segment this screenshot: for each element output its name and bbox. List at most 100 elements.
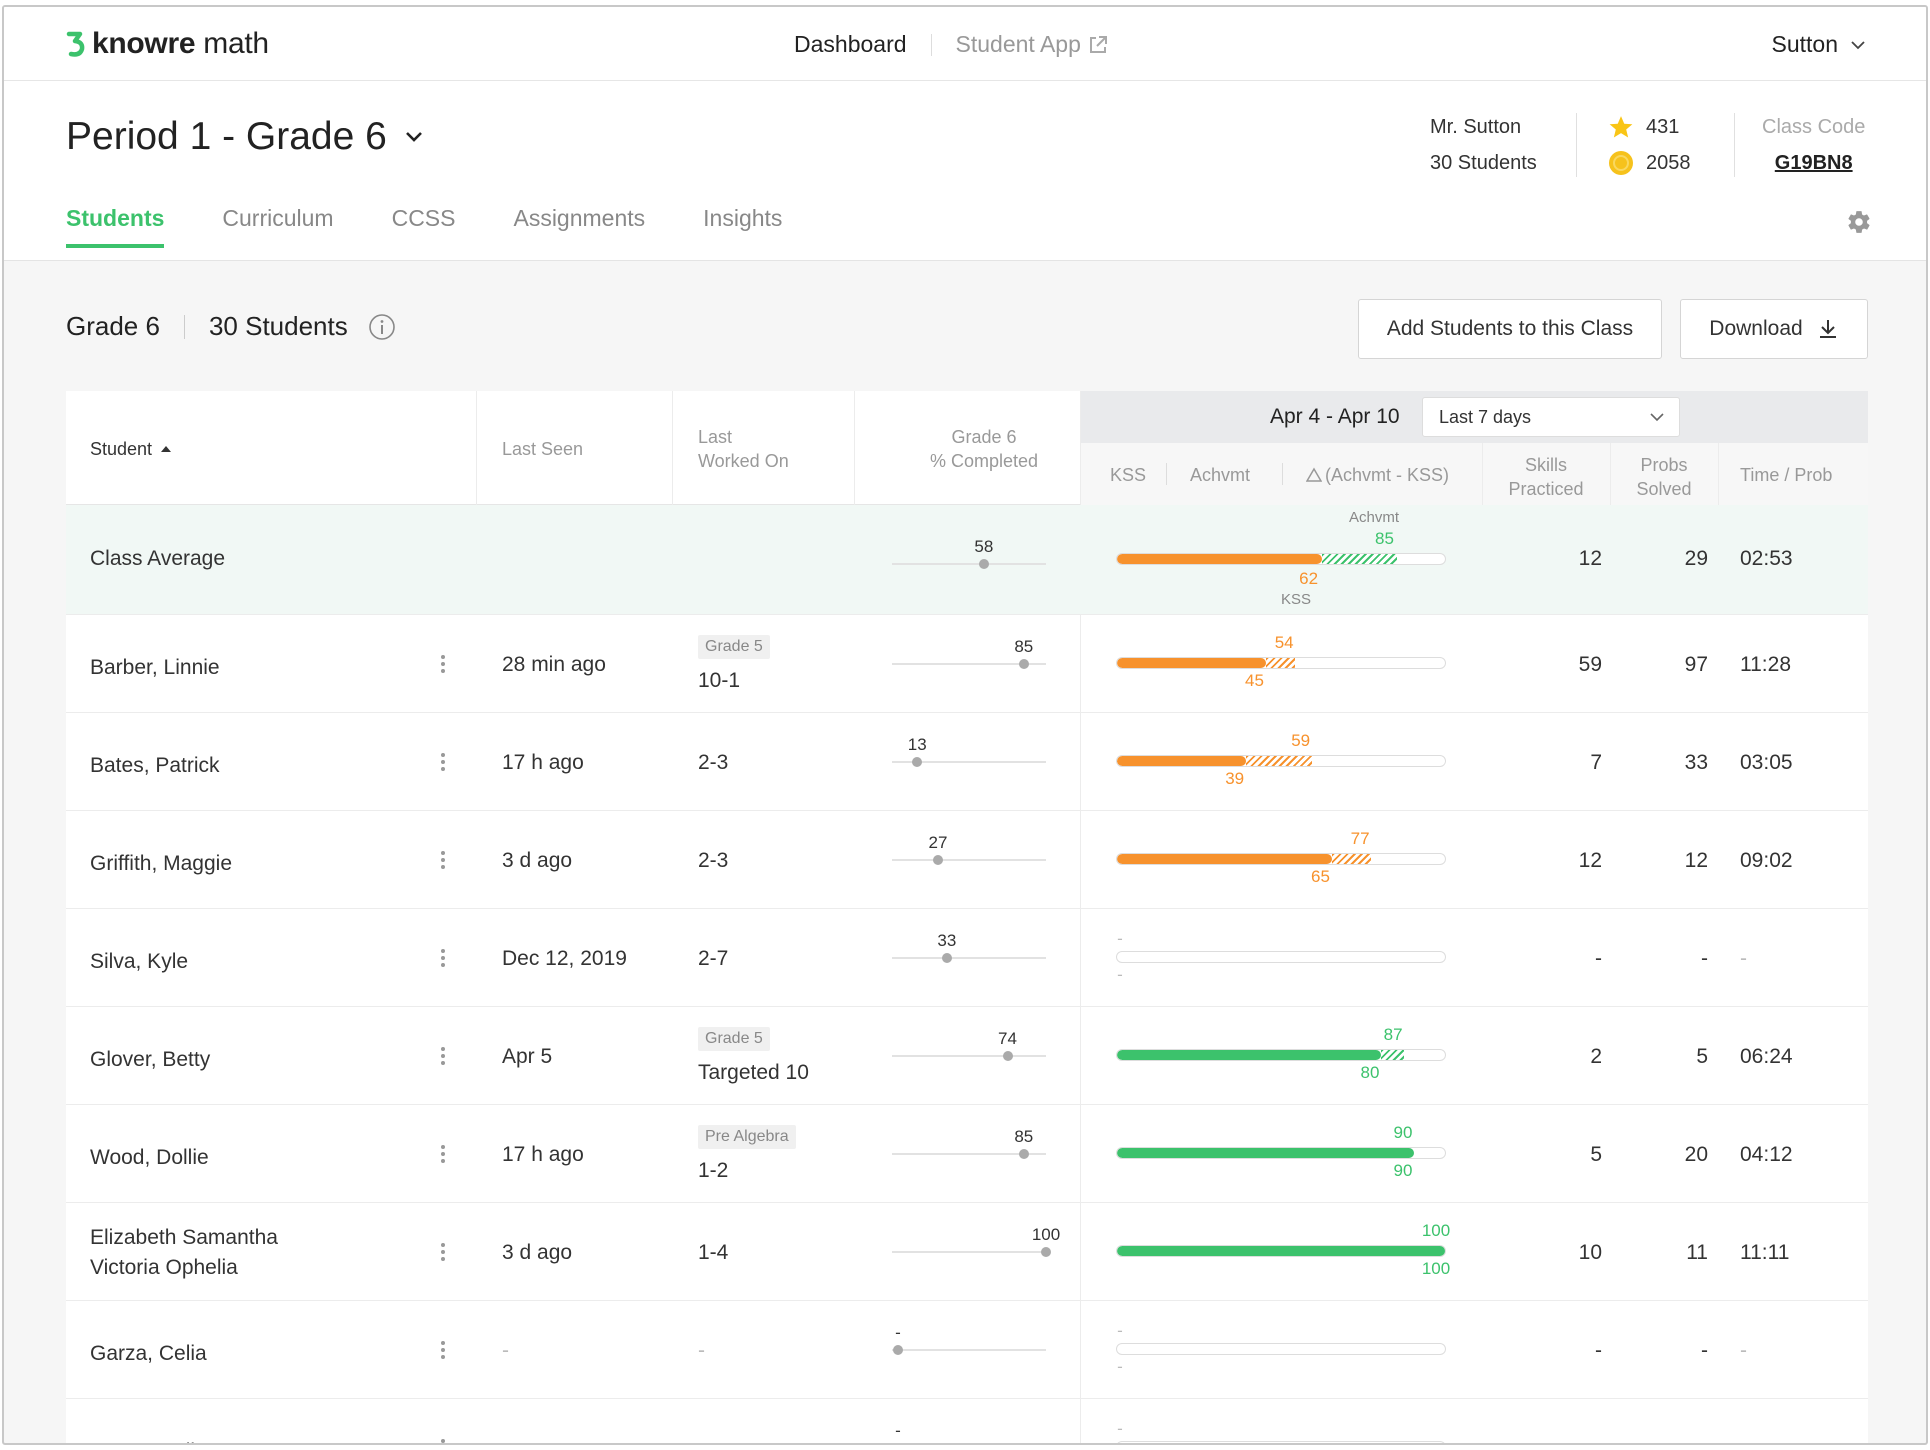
- add-students-button[interactable]: Add Students to this Class: [1358, 299, 1662, 359]
- table-row[interactable]: Bates, Patrick 17 h ago 2-3 13 59 39 7 33 03:05: [66, 713, 1868, 811]
- kss-fill: [1117, 756, 1246, 766]
- time-per-prob: 11:28: [1740, 653, 1791, 676]
- class-selector[interactable]: Period 1 - Grade 6: [66, 115, 423, 159]
- header-time[interactable]: Time / Prob: [1740, 465, 1833, 485]
- table-row[interactable]: Garza, Celia--------: [66, 1301, 1868, 1399]
- achvmt-caption: Achvmt: [1348, 509, 1400, 526]
- header-delta-label: (Achvmt - KSS): [1325, 465, 1450, 485]
- achvmt-hatch: [1321, 554, 1398, 564]
- achvmt-value: -: [1117, 1321, 1123, 1340]
- student-name[interactable]: Garza, Celia: [90, 1342, 207, 1365]
- header-probs[interactable]: Probs Solved: [1610, 453, 1718, 501]
- more-options-icon[interactable]: [440, 1341, 446, 1362]
- more-options-icon[interactable]: [440, 1047, 446, 1068]
- table-row[interactable]: Elizabeth Samantha Victoria Ophelia 3 d a…: [66, 1203, 1868, 1301]
- probs-solved: 97: [1684, 653, 1708, 676]
- more-options-dot: [441, 1145, 445, 1149]
- skills-practiced: 2: [1590, 1045, 1602, 1068]
- delta-icon: [1306, 467, 1322, 482]
- more-options-icon[interactable]: [440, 753, 446, 774]
- table-row[interactable]: Silva, Kyle Dec 12, 2019 2-7 33 - - - - -: [66, 909, 1868, 1007]
- table-row[interactable]: Griffith, Maggie 3 d ago 2-3 27 77 65 12 12 09:0…: [66, 811, 1868, 909]
- student-name[interactable]: Silva, Kyle: [90, 950, 189, 973]
- user-menu[interactable]: Sutton: [1772, 31, 1867, 58]
- more-options-icon[interactable]: [440, 1145, 446, 1166]
- tab-assignments[interactable]: Assignments: [513, 205, 646, 231]
- completion-track: -: [892, 1323, 1046, 1355]
- divider: [1576, 113, 1577, 177]
- kss-fill: [1117, 658, 1266, 668]
- last-seen: 3 d ago: [502, 1241, 573, 1264]
- gear-icon[interactable]: [1846, 209, 1872, 235]
- nav-student-app[interactable]: Student App: [956, 31, 1109, 58]
- kss-value: 100: [1421, 1259, 1451, 1278]
- more-options-icon[interactable]: [440, 1439, 446, 1443]
- download-button[interactable]: Download: [1680, 299, 1868, 359]
- student-name[interactable]: Garza, Celia: [90, 1437, 320, 1443]
- range-select-value: Last 7 days: [1439, 407, 1532, 427]
- kss-fill: [1117, 1148, 1414, 1158]
- header-last-seen[interactable]: Last Seen: [502, 439, 584, 459]
- more-options-dot: [441, 767, 445, 771]
- divider: [1482, 443, 1483, 505]
- more-options-icon[interactable]: [440, 949, 446, 970]
- header-last-worked[interactable]: Last Worked On: [698, 425, 789, 473]
- nav-dashboard[interactable]: Dashboard: [794, 31, 907, 57]
- table-row[interactable]: Barber, Linnie 28 min ago Grade 5 10-1 85 54 4…: [66, 615, 1868, 713]
- table-row[interactable]: Wood, Dollie 17 h ago Pre Algebra 1-2 85 90 90…: [66, 1105, 1868, 1203]
- teacher-info: Mr. Sutton 30 Students: [1430, 109, 1537, 181]
- logo[interactable]: knowre math: [66, 27, 269, 61]
- completion-track: 27: [892, 833, 1046, 865]
- achvmt-value: 100: [1421, 1221, 1451, 1240]
- completion-value: 74: [998, 1029, 1017, 1048]
- header-delta[interactable]: (Achvmt - KSS): [1306, 463, 1449, 487]
- class-code: Class Code G19BN8: [1762, 109, 1865, 181]
- header-grade-completed[interactable]: Grade 6 % Completed: [902, 425, 1066, 473]
- range-select[interactable]: Last 7 days: [1422, 397, 1680, 437]
- kss-value: 65: [1311, 867, 1330, 886]
- time-per-prob: 02:53: [1740, 547, 1793, 570]
- students-label: 30 Students: [208, 311, 348, 341]
- completion-track: 74: [892, 1029, 1046, 1061]
- achvmt-value: -: [1117, 1419, 1123, 1438]
- grade-badge: Pre Algebra: [698, 1125, 796, 1149]
- tab-insights[interactable]: Insights: [703, 205, 783, 231]
- student-name[interactable]: Glover, Betty: [90, 1048, 211, 1071]
- time-per-prob: 03:05: [1740, 751, 1793, 774]
- sort-student[interactable]: Student: [90, 437, 172, 461]
- table-header: Student Last Seen Last Worked On Grade 6…: [66, 391, 1868, 505]
- student-name[interactable]: Barber, Linnie: [90, 656, 220, 679]
- student-name[interactable]: Bates, Patrick: [90, 754, 220, 777]
- tab-curriculum[interactable]: Curriculum: [222, 205, 334, 231]
- kss-value: 45: [1245, 671, 1264, 690]
- header-achvmt[interactable]: Achvmt: [1190, 465, 1251, 485]
- app-frame: knowre math Dashboard Student App Sutton…: [2, 5, 1928, 1445]
- tab-bar: Students Curriculum CCSS Assignments Ins…: [66, 205, 782, 248]
- more-options-dot: [441, 1250, 445, 1254]
- class-code-value[interactable]: G19BN8: [1774, 152, 1853, 174]
- more-options-icon[interactable]: [440, 851, 446, 872]
- table-row[interactable]: Garza, Celia--------: [66, 1399, 1868, 1443]
- header-skills[interactable]: Skills Practiced: [1482, 453, 1610, 501]
- achvmt-value: 54: [1274, 633, 1294, 652]
- skills-practiced: 5: [1590, 1143, 1602, 1166]
- more-options-dot: [441, 865, 445, 869]
- table-row[interactable]: Glover, Betty Apr 5 Grade 5 Targeted 10 74 87…: [66, 1007, 1868, 1105]
- tab-ccss[interactable]: CCSS: [391, 205, 456, 231]
- tab-students[interactable]: Students: [66, 205, 165, 248]
- student-name[interactable]: Griffith, Maggie: [90, 852, 233, 875]
- student-name[interactable]: Wood, Dollie: [90, 1146, 209, 1169]
- last-seen: -: [502, 1437, 509, 1443]
- kss-value: -: [1117, 1357, 1123, 1376]
- info-icon[interactable]: [368, 313, 396, 341]
- more-options-icon[interactable]: [440, 655, 446, 676]
- kss-value: 62: [1299, 569, 1319, 588]
- performance-header: Apr 4 - Apr 10 Last 7 days KSS Achvmt (A…: [1080, 391, 1868, 505]
- more-options-icon[interactable]: [440, 1243, 446, 1264]
- student-name[interactable]: Elizabeth Samantha Victoria Ophelia: [90, 1226, 278, 1279]
- more-options-dot: [441, 858, 445, 862]
- header-kss[interactable]: KSS: [1110, 465, 1147, 485]
- header-probs-line1: Probs: [1640, 455, 1688, 475]
- last-seen: Apr 5: [502, 1045, 553, 1068]
- last-worked-on: 1-4: [698, 1241, 729, 1264]
